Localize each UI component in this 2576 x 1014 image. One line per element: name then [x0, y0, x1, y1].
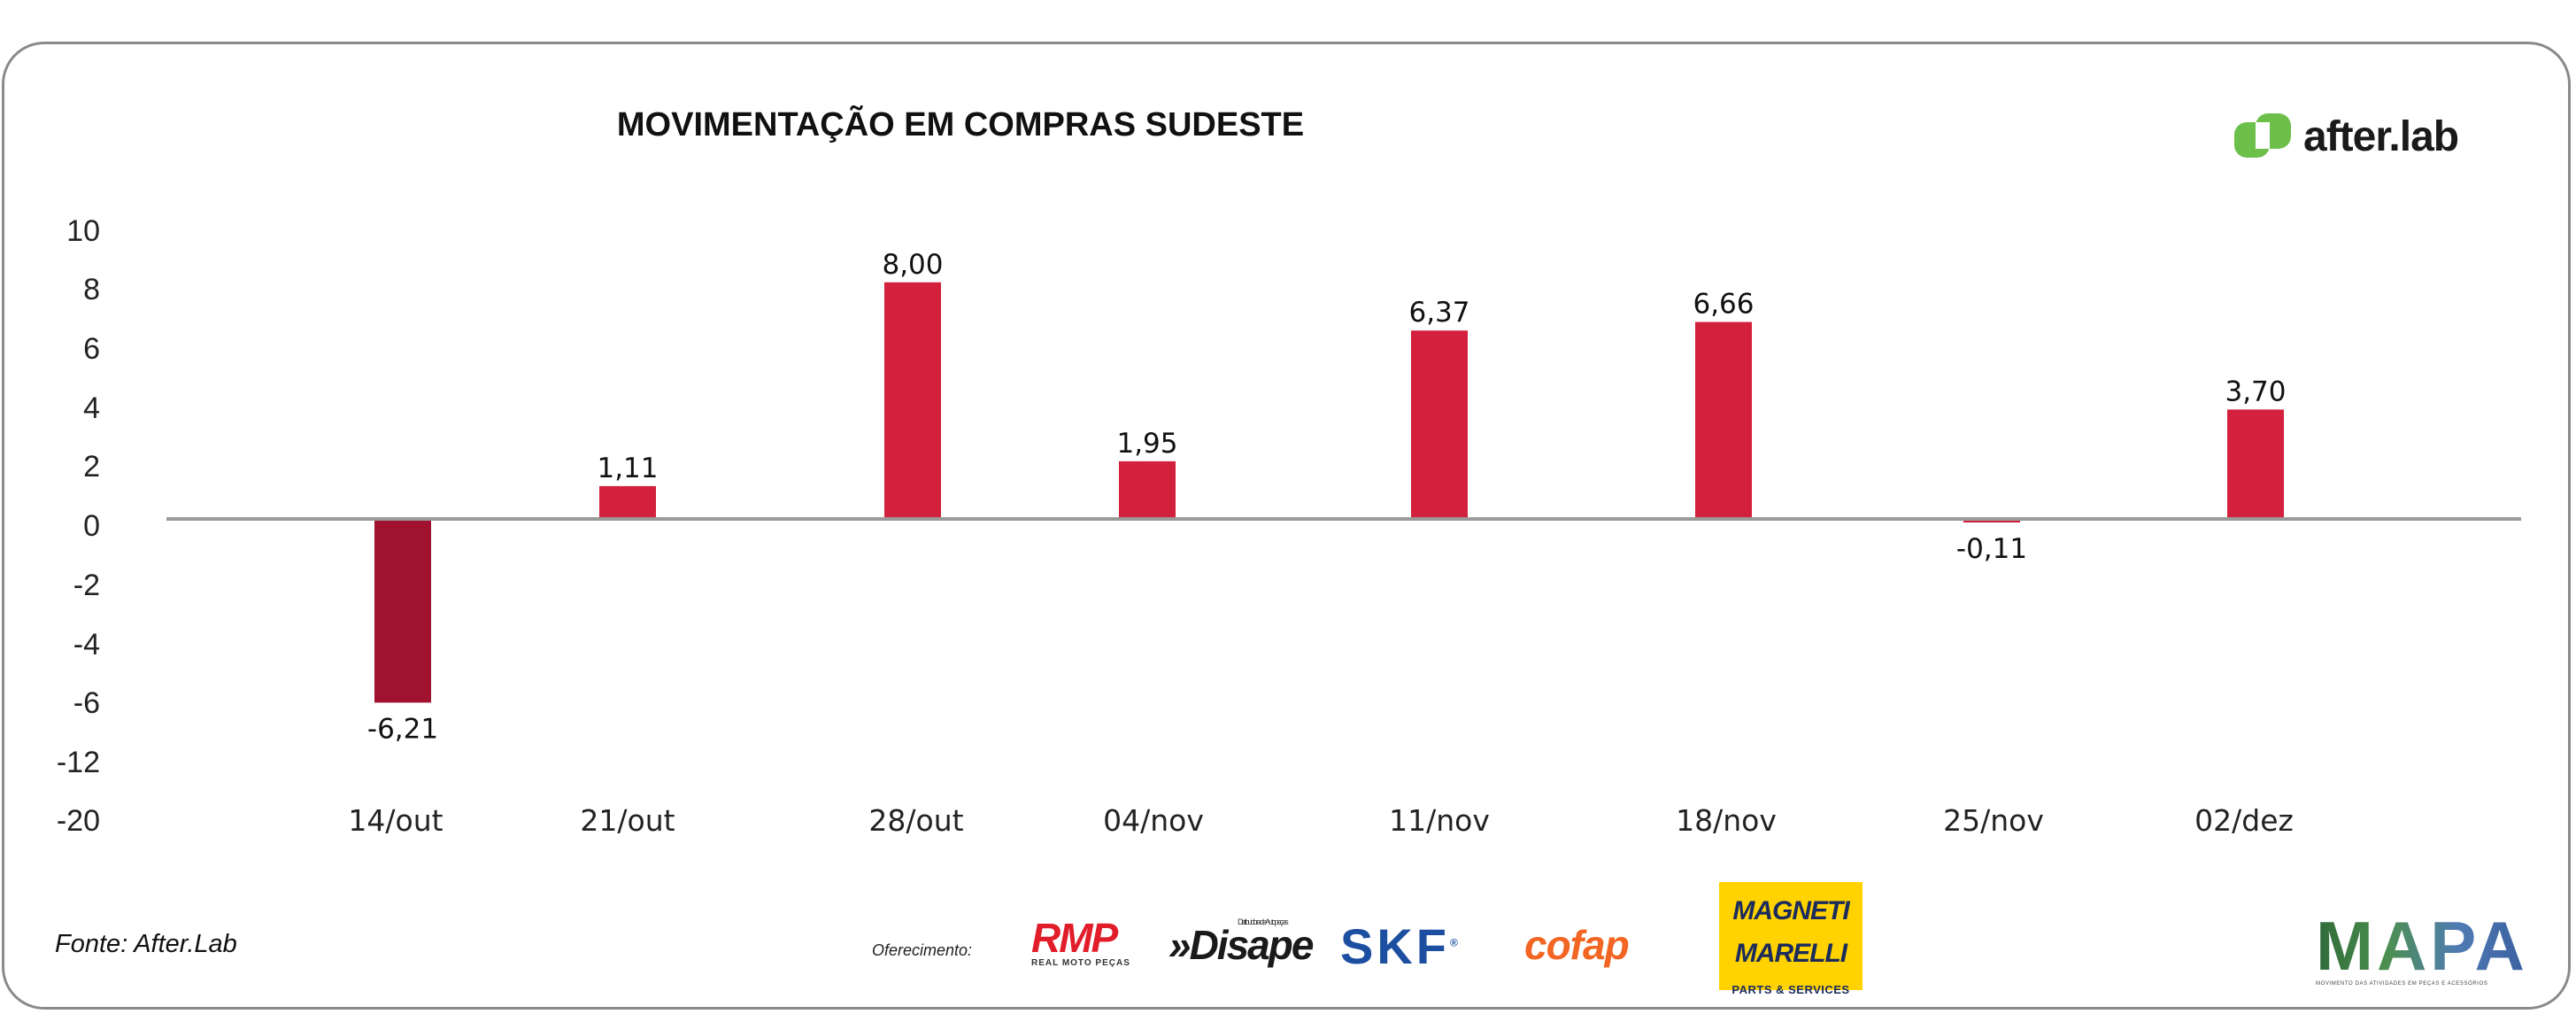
skf-registered-mark: ®	[1450, 936, 1462, 949]
bar	[374, 519, 431, 703]
data-label: -0,11	[1956, 533, 2027, 565]
y-tick-label: 0	[83, 509, 100, 543]
magneti-logo-line1: MAGNETI	[1732, 896, 1849, 925]
y-tick-label: -6	[73, 686, 100, 720]
data-label: 8,00	[882, 249, 943, 281]
disape-logo-subtitle: Distribuidora de Autopeças	[1238, 917, 1289, 926]
rmp-logo-text: RMP	[1031, 915, 1118, 961]
disape-logo-text: »Disape	[1168, 922, 1314, 968]
bar	[599, 485, 656, 519]
bar	[1695, 321, 1752, 519]
y-tick-label: -2	[73, 569, 100, 602]
bar	[2227, 409, 2284, 519]
x-tick-label: 28/out	[868, 803, 963, 838]
disape-logo: Distribuidora de Autopeças »Disape	[1168, 917, 1314, 969]
rmp-logo: RMP REAL MOTO PEÇAS	[1031, 915, 1146, 968]
y-tick-label: 4	[83, 391, 100, 425]
after-lab-logo: after.lab	[2234, 112, 2459, 161]
x-tick-label: 21/out	[580, 803, 675, 838]
mapa-logo: MAPA MOVIMENTO DAS ATIVIDADES EM PEÇAS E…	[2316, 907, 2528, 987]
mapa-logo-subtitle: MOVIMENTO DAS ATIVIDADES EM PEÇAS E ACES…	[2316, 981, 2488, 987]
after-lab-logo-icon	[2234, 113, 2291, 158]
x-tick-label: 25/nov	[1943, 803, 2044, 838]
x-tick-label: 11/nov	[1389, 803, 1490, 838]
y-tick-label: -4	[73, 628, 100, 662]
y-tick-label: -20	[57, 804, 100, 838]
y-tick-label: -12	[57, 746, 100, 779]
y-tick-label: 10	[66, 214, 100, 248]
source-note: Fonte: After.Lab	[55, 930, 237, 958]
data-label: 1,95	[1116, 428, 1177, 460]
x-tick-label: 04/nov	[1103, 803, 1204, 838]
mapa-logo-text: MAPA	[2316, 907, 2528, 985]
x-tick-label: 02/dez	[2194, 803, 2294, 838]
bar	[884, 282, 941, 519]
chart-title: MOVIMENTAÇÃO EM COMPRAS SUDESTE	[616, 106, 1305, 143]
sponsor-label: Oferecimento:	[872, 941, 973, 959]
cofap-logo-text: cofap	[1524, 922, 1630, 968]
y-tick-label: 8	[83, 273, 100, 306]
data-label: -6,21	[367, 713, 438, 745]
y-tick-label: 6	[83, 332, 100, 366]
x-tick-label: 18/nov	[1676, 803, 1777, 838]
x-tick-label: 14/out	[348, 803, 443, 838]
after-lab-logo-text: after.lab	[2303, 112, 2459, 160]
skf-logo: SKF®	[1340, 917, 1462, 975]
cofap-logo: cofap	[1524, 921, 1630, 969]
magneti-logo-line3: PARTS & SERVICES	[1731, 983, 1850, 996]
bar	[1411, 330, 1468, 519]
data-label: 6,37	[1408, 297, 1469, 329]
magneti-logo-line2: MARELLI	[1734, 939, 1847, 968]
data-label: 6,66	[1693, 289, 1754, 321]
bar	[1119, 461, 1176, 519]
magneti-marelli-logo: MAGNETI MARELLI PARTS & SERVICES	[1719, 882, 1863, 996]
y-tick-label: 2	[83, 450, 100, 484]
data-label: 1,11	[597, 453, 658, 484]
rmp-logo-subtitle: REAL MOTO PEÇAS	[1031, 958, 1130, 968]
data-label: 3,70	[2225, 375, 2286, 407]
skf-logo-text: SKF	[1340, 918, 1450, 974]
